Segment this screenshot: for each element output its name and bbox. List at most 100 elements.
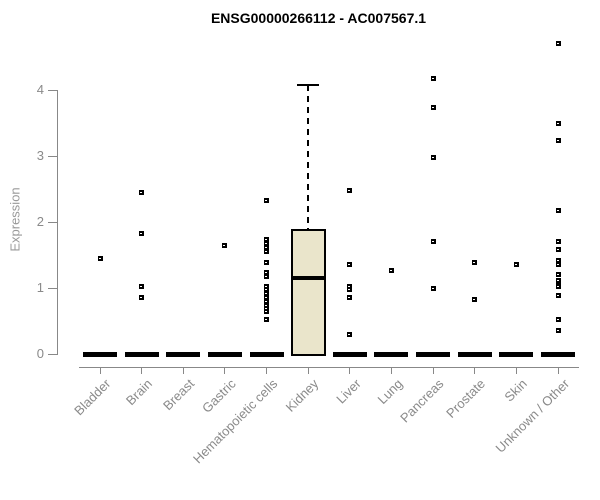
x-tick-label-brain: Brain — [123, 376, 156, 409]
zero-box-bladder — [83, 352, 117, 357]
y-tick-label: 4 — [36, 82, 44, 97]
zero-box-brain — [124, 352, 159, 357]
zero-box-breast — [166, 352, 201, 357]
y-axis-tick — [48, 155, 57, 157]
outlier-point-hematopoietic-cells — [264, 290, 270, 296]
y-tick-label: 0 — [36, 346, 44, 361]
x-tick-label-pancreas: Pancreas — [397, 376, 447, 426]
outlier-point-hematopoietic-cells — [264, 294, 270, 300]
outlier-point-hematopoietic-cells — [264, 274, 270, 280]
outlier-point-unknown-other — [555, 278, 561, 284]
x-tick-label-liver: Liver — [332, 376, 364, 407]
outlier-point-hematopoietic-cells — [264, 317, 270, 323]
outlier-point-hematopoietic-cells — [264, 240, 270, 246]
x-axis-tick-lung — [390, 367, 392, 374]
outlier-point-liver — [347, 283, 353, 289]
whisker-cap-kidney — [297, 83, 320, 86]
y-axis-tick — [48, 221, 57, 223]
x-axis-tick-skin — [515, 367, 517, 374]
outlier-point-hematopoietic-cells — [264, 236, 270, 242]
x-axis-tick-hematopoietic-cells — [266, 367, 268, 374]
outlier-point-liver — [347, 331, 353, 337]
x-axis-tick-gastric — [224, 367, 226, 374]
zero-box-pancreas — [416, 352, 451, 357]
x-axis-tick-prostate — [474, 367, 476, 374]
outlier-point-hematopoietic-cells — [264, 298, 270, 304]
outlier-point-hematopoietic-cells — [264, 287, 270, 293]
outlier-point-hematopoietic-cells — [264, 244, 270, 250]
x-tick-label-skin: Skin — [501, 376, 531, 405]
outlier-point-pancreas — [430, 76, 436, 82]
y-axis-line — [57, 90, 58, 355]
outlier-point-unknown-other — [555, 246, 561, 252]
outlier-point-prostate — [472, 260, 478, 266]
outlier-point-hematopoietic-cells — [264, 249, 270, 255]
outlier-point-unknown-other — [555, 40, 561, 46]
outlier-point-hematopoietic-cells — [264, 270, 270, 276]
outlier-point-lung — [388, 268, 394, 274]
x-tick-label-gastric: Gastric — [198, 376, 239, 416]
x-tick-label-unknown-other: Unknown / Other — [492, 376, 572, 456]
y-tick-label: 1 — [36, 280, 44, 295]
outlier-point-hematopoietic-cells — [264, 302, 270, 308]
y-axis-tick — [48, 89, 57, 91]
zero-box-liver — [332, 352, 367, 357]
x-tick-label-lung: Lung — [374, 376, 406, 408]
x-tick-label-breast: Breast — [159, 376, 197, 414]
x-tick-label-bladder: Bladder — [71, 376, 114, 419]
x-axis-tick-liver — [349, 367, 351, 374]
x-axis-tick-unknown-other — [557, 367, 559, 374]
median-line-kidney — [290, 276, 326, 281]
outlier-point-unknown-other — [555, 257, 561, 263]
x-axis-tick-kidney — [307, 367, 309, 374]
y-axis-tick — [48, 353, 57, 355]
outlier-point-liver — [347, 187, 353, 193]
zero-box-skin — [499, 352, 534, 357]
x-tick-label-kidney: Kidney — [283, 376, 322, 415]
outlier-point-unknown-other — [555, 327, 561, 333]
outlier-point-prostate — [472, 297, 478, 303]
outlier-point-liver — [347, 262, 353, 268]
outlier-point-unknown-other — [555, 261, 561, 267]
y-tick-label: 2 — [36, 214, 44, 229]
outlier-point-liver — [347, 294, 353, 300]
box-kidney — [290, 229, 326, 356]
outlier-point-brain — [139, 284, 145, 290]
zero-box-hematopoietic-cells — [249, 352, 284, 357]
outlier-point-unknown-other — [555, 238, 561, 244]
zero-box-gastric — [207, 352, 242, 357]
outlier-point-liver — [347, 287, 353, 293]
outlier-point-unknown-other — [555, 284, 561, 290]
upper-whisker-kidney — [307, 84, 310, 230]
outlier-point-hematopoietic-cells — [264, 305, 270, 311]
zero-box-unknown-other — [541, 352, 576, 357]
outlier-point-unknown-other — [555, 292, 561, 298]
outlier-point-pancreas — [430, 154, 436, 160]
outlier-point-pancreas — [430, 285, 436, 291]
x-axis-line — [79, 367, 579, 368]
outlier-point-skin — [513, 262, 519, 268]
outlier-point-unknown-other — [555, 281, 561, 287]
outlier-point-brain — [139, 294, 145, 300]
x-axis-tick-pancreas — [432, 367, 434, 374]
outlier-point-hematopoietic-cells — [264, 309, 270, 315]
outlier-point-hematopoietic-cells — [264, 260, 270, 266]
x-axis-tick-brain — [141, 367, 143, 374]
x-axis-tick-bladder — [99, 367, 101, 374]
zero-box-prostate — [457, 352, 492, 357]
outlier-point-hematopoietic-cells — [264, 284, 270, 290]
outlier-point-unknown-other — [555, 120, 561, 126]
outlier-point-pancreas — [430, 239, 436, 245]
outlier-point-brain — [139, 230, 145, 236]
outlier-point-hematopoietic-cells — [264, 197, 270, 203]
zero-box-lung — [374, 352, 409, 357]
y-axis-tick — [48, 287, 57, 289]
x-axis-tick-breast — [182, 367, 184, 374]
outlier-point-unknown-other — [555, 208, 561, 214]
outlier-point-unknown-other — [555, 317, 561, 323]
outlier-point-bladder — [97, 255, 103, 261]
outlier-point-brain — [139, 190, 145, 196]
outlier-point-unknown-other — [555, 137, 561, 143]
x-tick-label-prostate: Prostate — [443, 376, 489, 421]
chart-title: ENSG00000266112 - AC007567.1 — [210, 10, 427, 26]
